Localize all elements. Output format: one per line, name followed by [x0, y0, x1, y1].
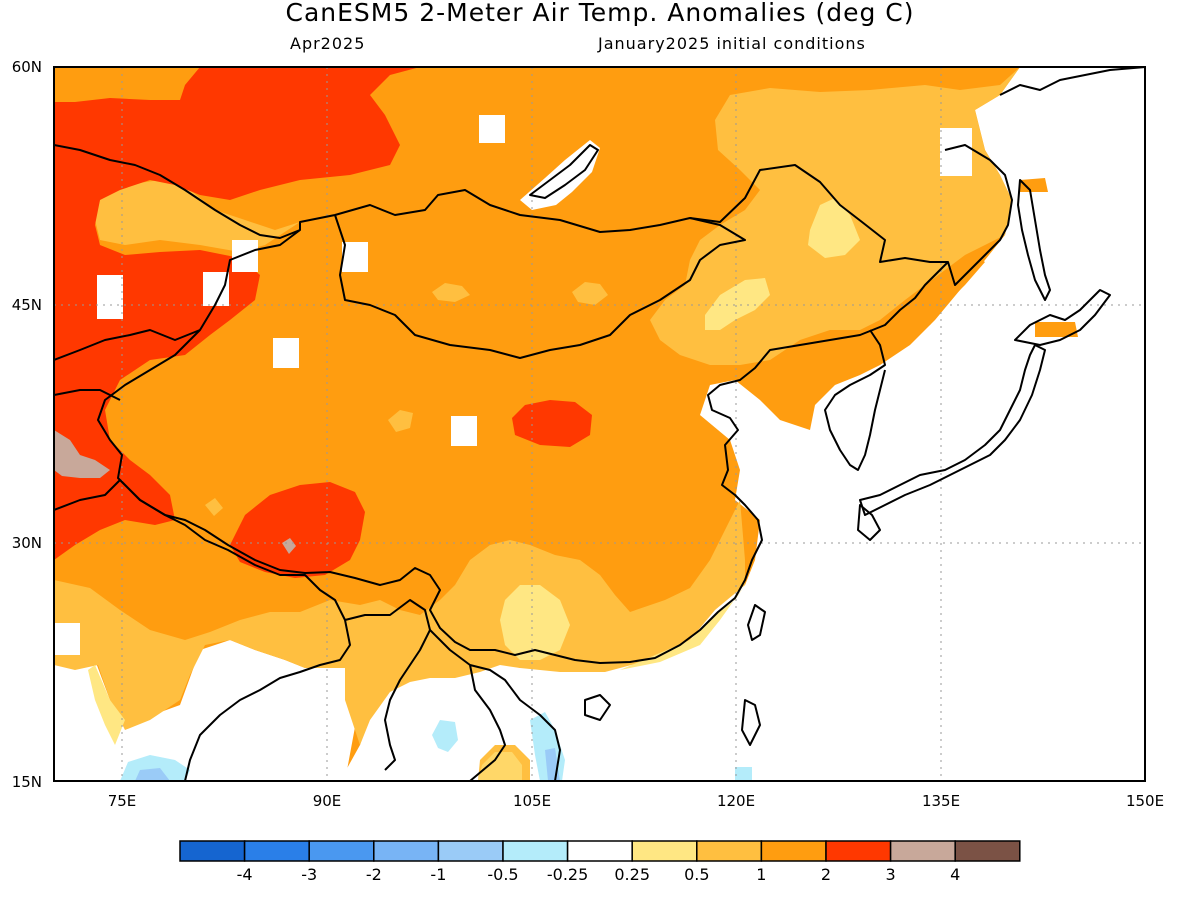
india-border	[54, 479, 351, 781]
hainan	[584, 694, 611, 721]
lon-tick-label: 135E	[922, 792, 960, 810]
anomaly-region-1-2-hokkaido	[1035, 322, 1078, 337]
colorbar-swatch	[954, 840, 1021, 862]
colorbar-swatch	[631, 840, 698, 862]
anomaly-region-0.25-0.5-northchina	[705, 278, 770, 330]
baikal	[529, 144, 599, 199]
colorbar-swatch	[243, 840, 310, 862]
forecast-month: Apr2025	[290, 34, 366, 53]
colorbar-swatch	[566, 840, 633, 862]
colorbar-label: 0.25	[614, 865, 650, 884]
lon-tick-label: 120E	[717, 792, 755, 810]
colorbar-label: -3	[301, 865, 317, 884]
colorbar-label: -2	[366, 865, 382, 884]
colorbar-label: 0.5	[684, 865, 709, 884]
colorbar-legend: -4 -3 -2 -1 -0.5 -0.25 0.25 0.5 1 2 3 4	[179, 840, 1021, 884]
colorbar-label: -0.5	[487, 865, 518, 884]
anomaly-region-neg-0.25-india	[120, 755, 190, 781]
anomaly-region-neg-0.25-philippines	[735, 767, 752, 781]
anomaly-region-1-2-sakhalin	[1020, 178, 1048, 192]
colorbar-swatch	[696, 840, 763, 862]
anomaly-region-2-3-northwest	[54, 67, 420, 560]
anomaly-region-near-zero-east	[340, 67, 1145, 781]
anomaly-region-0.25-0.5-south	[500, 585, 570, 660]
anomaly-region-0.25-0.5-manchuria	[808, 198, 860, 258]
anomaly-region-0.5-1-tibet-a	[388, 410, 413, 432]
colorbar-swatch	[437, 840, 504, 862]
lon-tick-label: 75E	[108, 792, 137, 810]
anomaly-region-0.5-1-mongolia-a	[432, 283, 470, 302]
anomaly-region-neg-0.5-india	[135, 768, 170, 781]
mongolia-border	[334, 214, 746, 359]
colorbar-swatch	[889, 840, 956, 862]
bangladesh-myanmar	[344, 599, 431, 771]
philippines-luzon	[741, 699, 761, 746]
colorbar-swatch	[502, 840, 569, 862]
kazakhstan-border	[54, 144, 301, 401]
anomaly-region-3-4-tibet	[282, 538, 296, 554]
indochina	[429, 629, 561, 781]
longitude-labels: 75E 90E 105E 120E 135E 150E	[108, 792, 1164, 810]
anomaly-region-near-zero-india	[54, 640, 360, 781]
colorbar-label: -0.25	[547, 865, 588, 884]
lon-tick-label: 105E	[513, 792, 551, 810]
initial-conditions-label: January2025 initial conditions	[598, 34, 866, 53]
map-frame	[53, 66, 1146, 782]
colorbar-swatch	[825, 840, 892, 862]
colorbar-swatch	[308, 840, 375, 862]
sakhalin	[1017, 179, 1051, 301]
lon-tick-label: 150E	[1126, 792, 1164, 810]
lat-tick-label: 15N	[12, 773, 42, 791]
anomaly-region-neg-0.25-myanmar	[432, 720, 458, 752]
lat-tick-label: 45N	[12, 296, 42, 314]
coastlines-borders	[54, 67, 1145, 781]
anomaly-region-0.5-1-mongolia-b	[572, 282, 608, 305]
colorbar-label: 3	[886, 865, 896, 884]
latitude-labels: 60N 45N 30N 15N	[12, 58, 42, 791]
anomaly-region-0.25-0.5-india	[88, 665, 125, 745]
colorbar-swatch	[179, 840, 246, 862]
colorbar-label: 1	[756, 865, 766, 884]
map-title: CanESM5 2-Meter Air Temp. Anomalies (deg…	[285, 0, 915, 27]
lon-tick-label: 90E	[313, 792, 342, 810]
anomaly-region-2-3-tibet	[230, 482, 365, 578]
lake-masks	[54, 115, 972, 655]
korea-peninsula	[824, 329, 886, 471]
map-field	[54, 67, 1145, 781]
gridlines	[54, 67, 1145, 781]
anomaly-region-0.5-1-tibet-b	[205, 498, 223, 516]
anomaly-region-3-4-pamir	[54, 430, 110, 478]
taiwan	[747, 604, 766, 641]
japan-hokkaido	[1014, 289, 1111, 346]
colorbar-label: 2	[821, 865, 831, 884]
russia-coast	[944, 67, 1145, 286]
colorbar-swatch	[373, 840, 440, 862]
anomaly-region-1-2-north-strip	[54, 67, 200, 102]
colorbar-label: 4	[950, 865, 960, 884]
anomaly-region-0.5-1-north	[95, 180, 300, 252]
japan-honshu	[859, 344, 1046, 516]
lat-tick-label: 60N	[12, 58, 42, 76]
anomaly-region-0.25-0.5-thailand	[478, 752, 522, 781]
colorbar-swatch	[760, 840, 827, 862]
colorbar-label: -4	[237, 865, 253, 884]
lat-tick-label: 30N	[12, 534, 42, 552]
anomaly-region-0.5-1-south	[54, 500, 745, 745]
colorbar-label: -1	[430, 865, 446, 884]
japan-kyushu	[857, 504, 881, 541]
